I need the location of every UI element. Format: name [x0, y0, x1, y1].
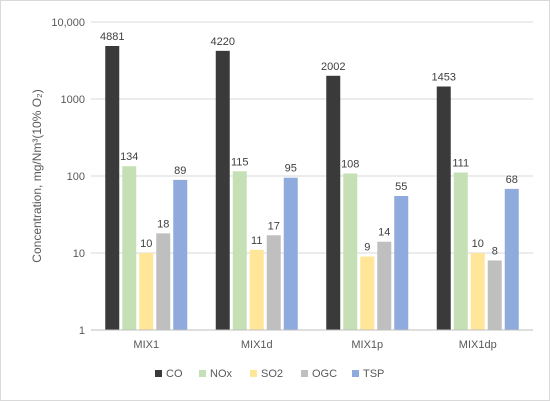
data-label: 4220 [211, 36, 235, 48]
legend-swatch-co [155, 370, 162, 377]
bar-ogc-mix1 [156, 233, 171, 330]
y-tick-label: 100 [67, 171, 85, 183]
bar-tsp-mix1d [283, 177, 298, 330]
data-label: 11 [251, 235, 262, 247]
y-tick-label: 1 [79, 325, 85, 337]
data-label: 14 [378, 227, 390, 239]
data-label: 1453 [432, 72, 456, 84]
data-label: 55 [395, 181, 407, 193]
y-tick-labels: 1 10 100 1000 10,000 [51, 17, 85, 337]
data-label: 68 [506, 174, 518, 186]
legend-label-nox: NOx [210, 368, 233, 380]
bar-so2-mix1dp [470, 253, 485, 330]
data-label: 89 [174, 165, 186, 177]
data-label: 111 [452, 158, 469, 170]
bar-tsp-mix1dp [504, 188, 519, 330]
y-tick-label: 1000 [61, 94, 85, 106]
bar-ogc-mix1p [377, 241, 392, 330]
bar-co-mix1d [215, 50, 230, 330]
legend-label-tsp: TSP [363, 368, 384, 380]
bar-nox-mix1 [122, 166, 137, 330]
data-labels: 4881134101889422011511179520021089145514… [100, 31, 518, 257]
bar-co-mix1 [105, 45, 120, 330]
data-label: 2002 [321, 61, 345, 73]
bars [105, 45, 519, 331]
bar-so2-mix1 [139, 253, 154, 330]
legend-label-so2: SO2 [261, 368, 283, 380]
data-label: 18 [157, 218, 169, 230]
data-label: 10 [472, 238, 484, 250]
data-label: 10 [140, 238, 152, 250]
bar-nox-mix1dp [453, 172, 468, 330]
bar-so2-mix1p [360, 256, 375, 330]
bar-ogc-mix1dp [487, 260, 502, 330]
bar-ogc-mix1d [266, 235, 281, 330]
data-label: 115 [231, 156, 249, 168]
data-label: 8 [492, 245, 498, 257]
bar-tsp-mix1 [173, 179, 188, 330]
category-label: MIX1p [351, 339, 383, 351]
legend-swatch-tsp [352, 370, 359, 377]
bar-so2-mix1d [249, 249, 264, 330]
category-label: MIX1d [241, 339, 273, 351]
data-label: 134 [120, 151, 138, 163]
bar-tsp-mix1p [394, 195, 409, 330]
data-label: 4881 [100, 31, 124, 43]
category-labels: MIX1 MIX1d MIX1p MIX1dp [133, 339, 496, 351]
category-label: MIX1 [133, 339, 159, 351]
y-tick-label: 10 [73, 248, 85, 260]
legend-swatch-ogc [301, 370, 308, 377]
legend: CO NOx SO2 OGC TSP [155, 368, 384, 380]
legend-swatch-nox [199, 370, 206, 377]
bar-co-mix1dp [436, 86, 451, 330]
data-label: 95 [285, 163, 297, 175]
category-label: MIX1dp [459, 339, 497, 351]
data-label: 108 [341, 158, 359, 170]
legend-label-co: CO [166, 368, 183, 380]
bar-nox-mix1p [343, 173, 358, 330]
legend-label-ogc: OGC [312, 368, 337, 380]
data-label: 9 [364, 242, 370, 254]
bar-co-mix1p [326, 75, 341, 331]
bar-nox-mix1d [232, 171, 247, 330]
y-axis-label: Concentration, mg/Nm³(10% O₂) [30, 89, 44, 262]
y-tick-label: 10,000 [51, 17, 85, 29]
data-label: 17 [268, 220, 280, 232]
legend-swatch-so2 [250, 370, 257, 377]
